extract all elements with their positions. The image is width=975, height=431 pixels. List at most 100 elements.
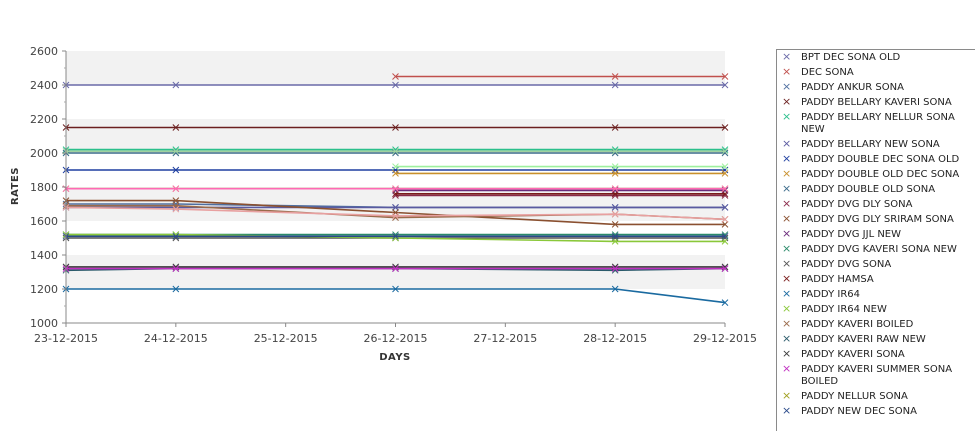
grid-band — [66, 255, 725, 289]
marker-stroke — [611, 238, 619, 245]
marker-stroke — [721, 232, 729, 240]
legend-x-marker-icon: × — [782, 197, 792, 210]
data-point-marker — [611, 81, 619, 89]
data-point-marker — [611, 163, 619, 170]
legend-x-marker-icon: × — [782, 332, 792, 345]
axes — [62, 50, 726, 327]
data-point-marker — [611, 265, 619, 272]
marker-stroke — [721, 299, 729, 306]
legend-label: PADDY KAVERI BOILED — [801, 319, 914, 330]
legend-x-marker-icon: × — [782, 152, 792, 165]
legend-x-marker-icon: × — [782, 110, 792, 123]
data-point-marker — [611, 238, 619, 245]
data-point-marker — [172, 185, 180, 193]
marker-stroke — [392, 81, 399, 89]
data-point-marker — [611, 147, 619, 155]
legend-label: PADDY DVG KAVERI SONA NEW — [801, 244, 957, 255]
marker-stroke — [172, 166, 180, 174]
data-point-marker — [721, 238, 729, 245]
data-point-marker — [392, 190, 399, 198]
marker-stroke — [392, 73, 399, 80]
marker-stroke — [611, 73, 619, 80]
data-point-marker — [721, 221, 729, 228]
marker-stroke — [611, 210, 619, 218]
legend-item: × PADDY ANKUR SONA — [777, 81, 975, 94]
data-point-marker — [721, 215, 729, 223]
legend-item: × PADDY DOUBLE OLD DEC SONA — [777, 168, 975, 181]
marker-stroke — [392, 124, 399, 131]
data-point-marker — [392, 232, 399, 240]
marker-stroke — [392, 147, 399, 155]
series-line — [66, 288, 726, 304]
legend-label: PADDY DVG DLY SONA — [801, 199, 913, 210]
series-14 — [392, 190, 729, 198]
legend-x-marker-icon: × — [782, 257, 792, 270]
data-point-marker — [392, 124, 399, 131]
marker-stroke — [611, 190, 619, 198]
marker-stroke — [611, 204, 619, 211]
y-tick-label: 2200 — [30, 113, 58, 126]
data-point-marker — [611, 124, 619, 131]
legend-x-marker-icon: × — [782, 50, 792, 63]
series-16 — [62, 231, 729, 245]
y-axis-label: RATES — [10, 167, 21, 205]
legend-x-marker-icon: × — [782, 272, 792, 285]
data-point-marker — [172, 81, 180, 89]
y-tick-label: 1800 — [30, 181, 58, 194]
legend-label: PADDY DOUBLE OLD SONA — [801, 184, 936, 195]
x-tick-label: 26-12-2015 — [364, 332, 428, 345]
data-point-marker — [172, 166, 180, 174]
data-point-marker — [172, 197, 180, 204]
marker-stroke — [392, 190, 399, 198]
legend-item: × DEC SONA — [777, 66, 975, 79]
marker-stroke — [172, 205, 180, 213]
legend-x-marker-icon: × — [782, 182, 792, 195]
marker-stroke — [721, 149, 729, 157]
legend-item: × PADDY BELLARY NEW SONA — [777, 138, 975, 151]
marker-stroke — [172, 232, 180, 240]
legend-x-marker-icon: × — [782, 317, 792, 330]
data-point-marker — [721, 185, 729, 193]
marker-stroke — [721, 147, 729, 155]
y-tick-label: 2000 — [30, 147, 58, 160]
legend-item: × PADDY KAVERI BOILED — [777, 317, 975, 331]
legend-item: × PADDY DVG KAVERI SONA NEW — [777, 243, 975, 256]
y-tick-label: 2600 — [30, 45, 58, 58]
legend-label: PADDY NELLUR SONA — [801, 391, 908, 402]
marker-stroke — [721, 73, 729, 80]
marker-stroke — [721, 192, 729, 199]
tick-labels: 1000 1200 1400 1600 1800 2000 2200 2400 2600 23-1… — [30, 45, 757, 345]
marker-stroke — [611, 265, 619, 272]
legend-x-marker-icon: × — [782, 389, 792, 402]
marker-stroke — [172, 81, 180, 89]
marker-stroke — [172, 265, 180, 272]
data-point-marker — [611, 73, 619, 80]
marker-stroke — [392, 285, 399, 293]
data-point-marker — [172, 147, 180, 155]
data-point-marker — [392, 81, 399, 89]
chart-legend: × BPT DEC SONA OLD × DEC SONA × PADDY ANKUR S… — [776, 49, 975, 431]
legend-item: × PADDY DVG JJL NEW — [777, 227, 975, 241]
data-point-marker — [392, 265, 399, 272]
legend-item: × PADDY DOUBLE OLD SONA — [777, 182, 975, 196]
data-point-marker — [392, 185, 399, 193]
marker-stroke — [392, 232, 399, 240]
data-point-marker — [392, 285, 399, 293]
legend-x-marker-icon: × — [782, 302, 792, 315]
data-point-marker — [172, 124, 180, 131]
grid-band — [66, 119, 725, 153]
x-tick-label: 24-12-2015 — [144, 332, 208, 345]
series-26 — [62, 147, 729, 155]
legend-label: PADDY BELLARY KAVERI SONA — [801, 97, 952, 108]
data-point-marker — [611, 190, 619, 198]
marker-stroke — [721, 238, 729, 245]
marker-stroke — [392, 185, 399, 193]
legend-x-marker-icon: × — [782, 227, 792, 240]
marker-stroke — [611, 285, 619, 293]
x-tick-label: 25-12-2015 — [254, 332, 318, 345]
series-1 — [392, 73, 729, 80]
legend-item: × PADDY NEW DEC SONA — [777, 405, 975, 418]
marker-stroke — [721, 215, 729, 223]
legend-item: × PADDY DOUBLE DEC SONA OLD — [777, 152, 975, 166]
